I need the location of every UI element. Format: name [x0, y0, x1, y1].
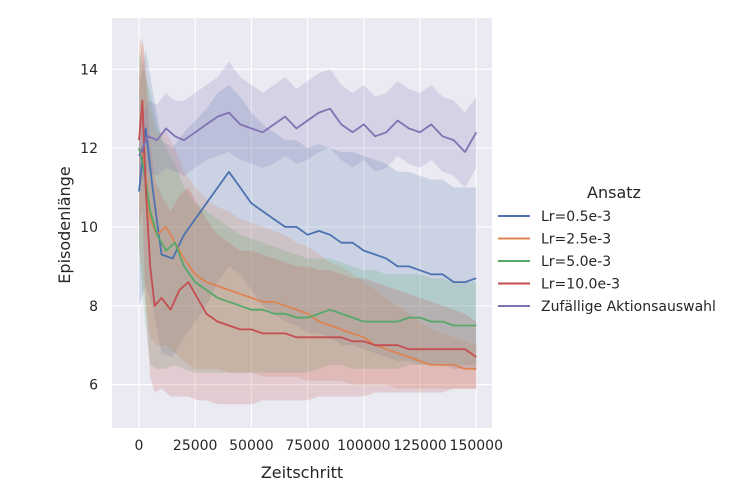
- confidence-bands: [139, 37, 477, 405]
- legend-label-1: Lr=2.5e-3: [541, 232, 611, 248]
- x-tick-label: 125000: [393, 438, 446, 454]
- confidence-band-2: [139, 49, 477, 373]
- y-tick-label: 8: [89, 299, 98, 315]
- y-tick-label: 6: [89, 378, 98, 394]
- y-axis-ticks: 6 8 10 12 14: [80, 62, 98, 393]
- confidence-band-3: [139, 37, 477, 405]
- series-lines: [138, 99, 478, 370]
- legend-label-2: Lr=5.0e-3: [541, 254, 611, 270]
- confidence-band-0: [139, 49, 477, 369]
- x-tick-label: 25000: [173, 438, 218, 454]
- y-tick-label: 14: [80, 62, 98, 78]
- legend-title: Ansatz: [587, 183, 641, 202]
- x-tick-label: 150000: [450, 438, 503, 454]
- x-tick-label: 0: [135, 438, 144, 454]
- x-axis-label: Zeitschritt: [261, 463, 343, 482]
- y-tick-label: 12: [80, 141, 98, 157]
- confidence-band-1: [139, 37, 477, 389]
- x-tick-label: 75000: [285, 438, 330, 454]
- x-axis-ticks: 0 25000 50000 75000 100000 125000 150000: [135, 438, 503, 454]
- legend-label-0: Lr=0.5e-3: [541, 209, 611, 225]
- series-line-3: [138, 99, 477, 358]
- series-line-2: [138, 147, 477, 327]
- x-tick-label: 100000: [337, 438, 390, 454]
- plot-background: [112, 18, 492, 428]
- series-line-4: [138, 107, 478, 157]
- legend-label-4: Zufällige Aktionsauswahl: [541, 299, 716, 315]
- legend-label-3: Lr=10.0e-3: [541, 277, 620, 293]
- confidence-band-4: [139, 61, 477, 188]
- x-tick-label: 50000: [229, 438, 274, 454]
- legend: Ansatz Lr=0.5e-3 Lr=2.5e-3 Lr=5.0e-3 Lr=10.…: [498, 183, 716, 315]
- series-line-0: [138, 127, 477, 284]
- series-line-1: [138, 147, 477, 370]
- y-tick-label: 10: [80, 220, 98, 236]
- grid: [112, 18, 492, 428]
- y-axis-label: Episodenlänge: [55, 166, 74, 283]
